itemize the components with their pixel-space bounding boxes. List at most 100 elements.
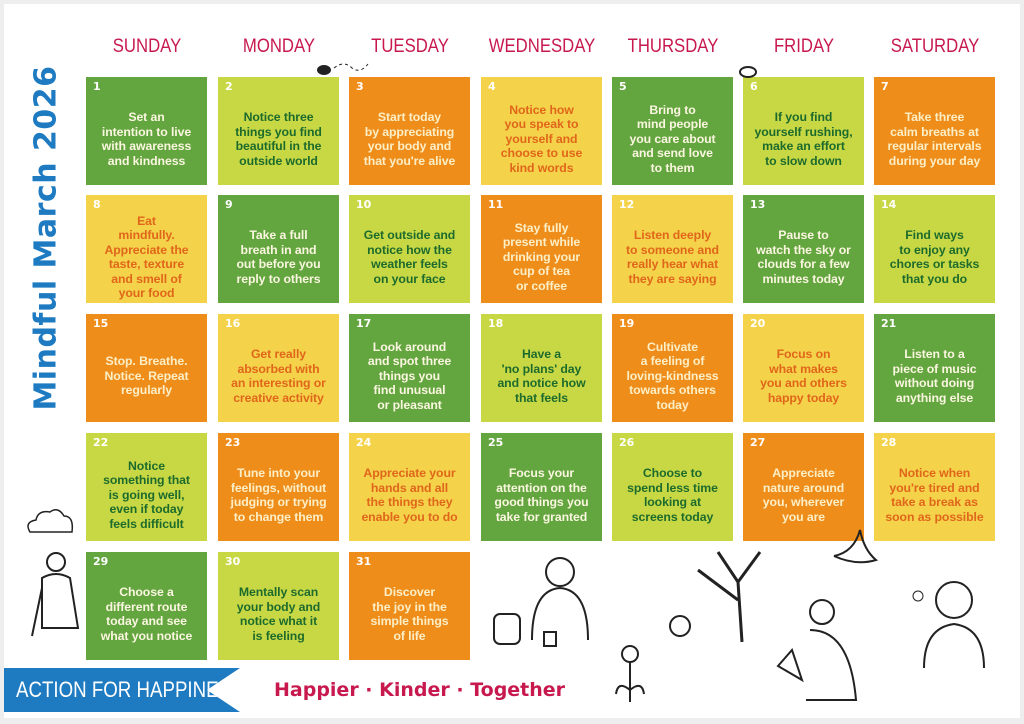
day-cell-29: 29 Choose a different route today and see…	[86, 552, 207, 660]
day-action-text: Tune into your feelings, without judging…	[230, 466, 327, 524]
bee-icon	[317, 63, 369, 75]
day-number: 12	[619, 198, 635, 211]
day-cell-25: 25 Focus your attention on the good thing…	[481, 433, 602, 541]
tree-with-squirrel-illustration	[669, 551, 762, 643]
day-number: 20	[750, 317, 766, 330]
day-action-text: Stop. Breathe. Notice. Repeat regularly	[104, 354, 189, 398]
tagline: Happier · Kinder · Together	[274, 679, 566, 701]
day-number: 23	[225, 436, 241, 449]
day-action-text: Appreciate nature around you, wherever y…	[762, 466, 845, 524]
day-cell-13: 13 Pause to watch the sky or clouds for a…	[743, 195, 864, 303]
day-action-text: Have a 'no plans' day and notice how tha…	[497, 347, 586, 405]
day-cell-18: 18 Have a 'no plans' day and notice how t…	[481, 314, 602, 422]
cloud-icon	[27, 509, 74, 533]
day-number: 7	[881, 80, 889, 93]
day-action-text: Appreciate your hands and all the things…	[361, 466, 458, 524]
day-number: 15	[93, 317, 109, 330]
day-number: 30	[225, 555, 241, 568]
weekday-header-sunday: SUNDAY	[112, 36, 182, 57]
day-cell-11: 11 Stay fully present while drinking your…	[481, 195, 602, 303]
day-number: 28	[881, 436, 897, 449]
day-cell-1: 1 Set an intention to live with awareness…	[86, 77, 207, 185]
day-cell-4: 4 Notice how you speak to yourself and ch…	[481, 77, 602, 185]
person-with-dog-illustration	[776, 599, 858, 701]
day-action-text: Listen to a piece of music without doing…	[892, 347, 977, 405]
day-action-text: Get really absorbed with an interesting …	[231, 347, 326, 405]
day-action-text: Look around and spot three things you fi…	[367, 339, 452, 412]
weekday-header-thursday: THURSDAY	[627, 36, 719, 57]
day-number: 8	[93, 198, 101, 211]
day-number: 13	[750, 198, 766, 211]
weekday-header-saturday: SATURDAY	[890, 36, 980, 57]
day-action-text: Take a full breath in and out before you…	[236, 228, 321, 286]
day-cell-20: 20 Focus on what makes you and others hap…	[743, 314, 864, 422]
day-cell-31: 31 Discover the joy in the simple things …	[349, 552, 470, 660]
bee-icon	[739, 66, 757, 78]
day-number: 9	[225, 198, 233, 211]
day-number: 21	[881, 317, 897, 330]
day-cell-14: 14 Find ways to enjoy any chores or tasks…	[874, 195, 995, 303]
page-title: Mindful March 2026	[28, 65, 64, 411]
day-action-text: Set an intention to live with awareness …	[101, 110, 192, 168]
day-cell-30: 30 Mentally scan your body and notice wha…	[218, 552, 339, 660]
day-number: 5	[619, 80, 627, 93]
day-number: 29	[93, 555, 109, 568]
person-with-kettle-illustration	[493, 557, 589, 647]
day-action-text: Get outside and notice how the weather f…	[363, 228, 456, 286]
day-number: 31	[356, 555, 372, 568]
day-action-text: Notice how you speak to yourself and cho…	[500, 102, 583, 175]
day-cell-12: 12 Listen deeply to someone and really he…	[612, 195, 733, 303]
weekday-header-monday: MONDAY	[242, 36, 316, 57]
weekday-header-friday: FRIDAY	[773, 36, 835, 57]
day-action-text: Choose a different route today and see w…	[100, 585, 193, 643]
day-action-text: Focus on what makes you and others happy…	[760, 347, 847, 405]
day-cell-19: 19 Cultivate a feeling of loving-kindness…	[612, 314, 733, 422]
day-cell-3: 3 Start today by appreciating your body a…	[349, 77, 470, 185]
day-number: 4	[488, 80, 496, 93]
day-action-text: Take three calm breaths at regular inter…	[887, 110, 982, 168]
day-number: 2	[225, 80, 233, 93]
brand-name: ACTION FOR HAPPINESS	[16, 677, 244, 702]
walking-person-illustration	[31, 552, 80, 637]
brand-banner[interactable]: ACTION FOR HAPPINESS	[4, 668, 240, 712]
day-number: 17	[356, 317, 372, 330]
day-number: 16	[225, 317, 241, 330]
smiling-man-illustration	[912, 581, 985, 669]
day-cell-2: 2 Notice three things you find beautiful …	[218, 77, 339, 185]
day-number: 6	[750, 80, 758, 93]
day-cell-15: 15 Stop. Breathe. Notice. Repeat regularl…	[86, 314, 207, 422]
day-number: 24	[356, 436, 372, 449]
day-number: 19	[619, 317, 635, 330]
day-action-text: Notice three things you find beautiful i…	[235, 110, 322, 168]
day-cell-22: 22 Notice something that is going well, e…	[86, 433, 207, 541]
day-cell-21: 21 Listen to a piece of music without doi…	[874, 314, 995, 422]
day-action-text: If you find yourself rushing, make an ef…	[754, 110, 853, 168]
day-cell-26: 26 Choose to spend less time looking at s…	[612, 433, 733, 541]
day-action-text: Bring to mind people you care about and …	[629, 102, 716, 175]
day-action-text: Eat mindfully. Appreciate the taste, tex…	[104, 213, 189, 301]
day-action-text: Find ways to enjoy any chores or tasks t…	[889, 228, 980, 286]
day-cell-27: 27 Appreciate nature around you, wherever…	[743, 433, 864, 541]
day-action-text: Notice something that is going well, eve…	[103, 458, 190, 531]
day-number: 10	[356, 198, 372, 211]
day-action-text: Notice when you're tired and take a brea…	[885, 466, 984, 524]
day-cell-23: 23 Tune into your feelings, without judgi…	[218, 433, 339, 541]
day-action-text: Discover the joy in the simple things of…	[370, 585, 449, 643]
day-number: 3	[356, 80, 364, 93]
weekday-header-wednesday: WEDNESDAY	[488, 36, 596, 57]
day-action-text: Start today by appreciating your body an…	[363, 110, 456, 168]
day-cell-7: 7 Take three calm breaths at regular inte…	[874, 77, 995, 185]
day-number: 25	[488, 436, 504, 449]
day-cell-6: 6 If you find yourself rushing, make an e…	[743, 77, 864, 185]
day-cell-9: 9 Take a full breath in and out before yo…	[218, 195, 339, 303]
day-cell-5: 5 Bring to mind people you care about and…	[612, 77, 733, 185]
day-number: 22	[93, 436, 109, 449]
day-action-text: Cultivate a feeling of loving-kindness t…	[626, 339, 719, 412]
day-action-text: Focus your attention on the good things …	[494, 466, 589, 524]
day-action-text: Listen deeply to someone and really hear…	[626, 228, 719, 286]
day-action-text: Mentally scan your body and notice what …	[236, 585, 321, 643]
day-number: 1	[93, 80, 101, 93]
bird-illustration	[833, 529, 879, 564]
day-cell-16: 16 Get really absorbed with an interestin…	[218, 314, 339, 422]
day-cell-8: 8 Eat mindfully. Appreciate the taste, te…	[86, 195, 207, 303]
